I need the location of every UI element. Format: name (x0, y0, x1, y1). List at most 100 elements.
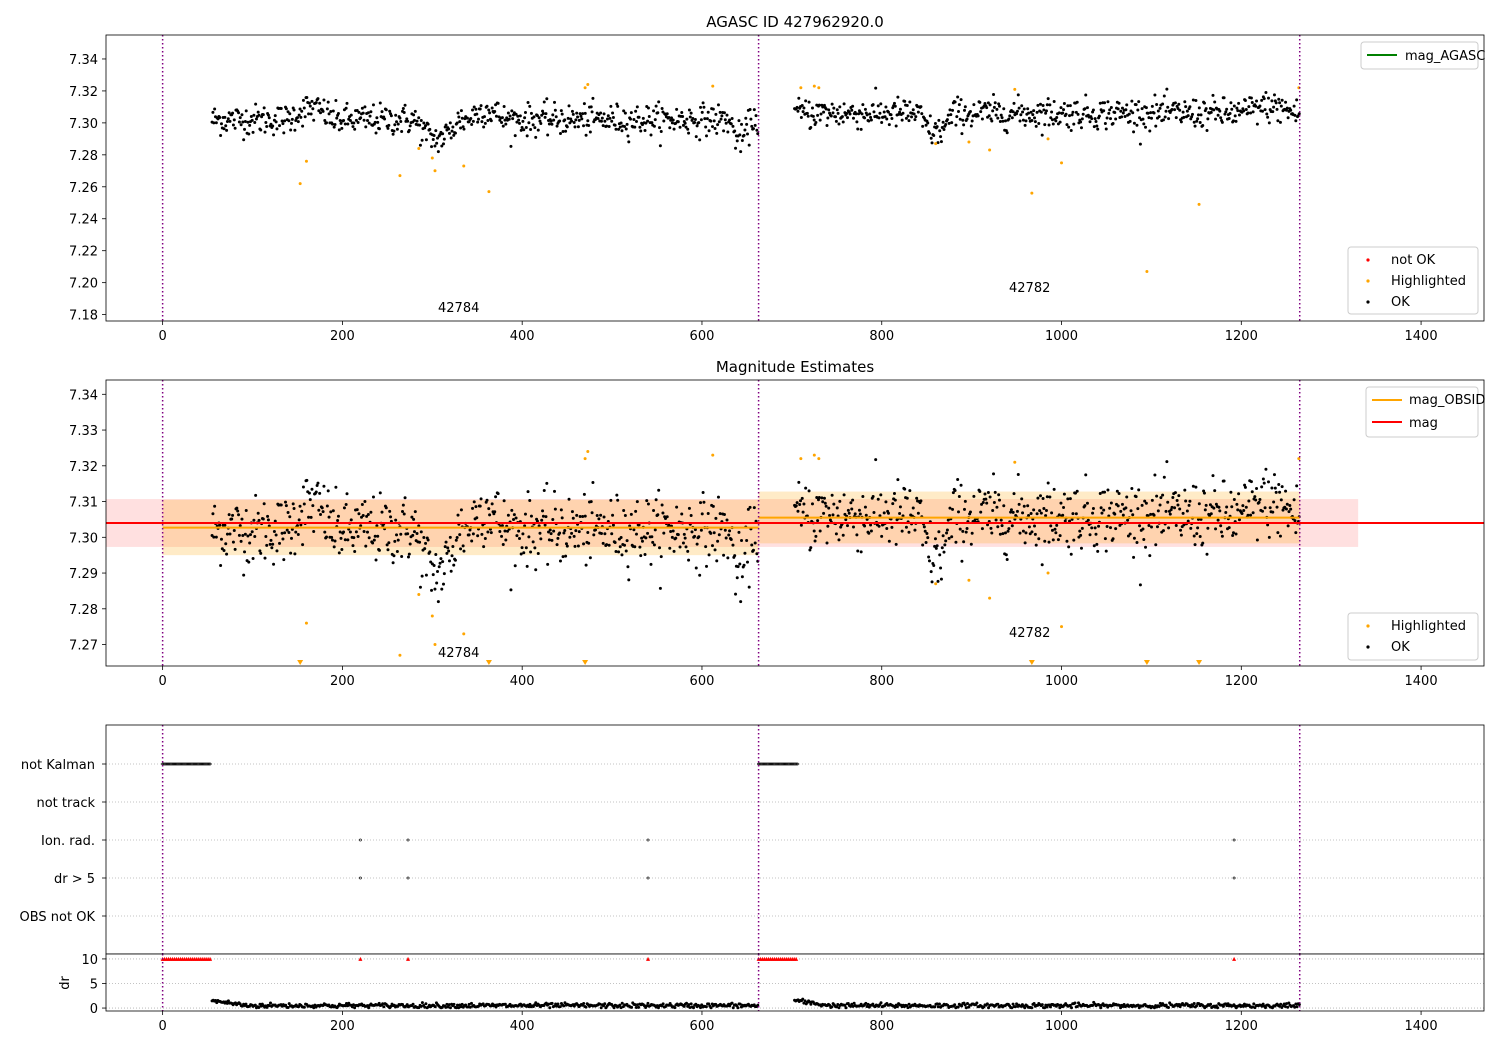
dr-point (699, 1006, 703, 1010)
ok-point (326, 100, 330, 104)
ok-point (237, 513, 241, 517)
ok-point (801, 110, 805, 114)
ok-point (824, 107, 828, 111)
ok-point (279, 106, 283, 110)
ok-point (923, 529, 927, 533)
ok-point (343, 122, 347, 126)
ok-point (353, 549, 357, 553)
ok-point (698, 138, 702, 142)
dr-point (937, 1002, 941, 1006)
ok-point (298, 107, 302, 111)
ok-point (1099, 108, 1103, 112)
ok-point (322, 484, 326, 488)
ok-point (1188, 105, 1192, 109)
ok-point (541, 111, 545, 115)
ok-point (705, 134, 709, 138)
ok-point (1249, 480, 1253, 484)
ok-point (1138, 116, 1142, 120)
ok-point (658, 126, 662, 130)
ok-point (582, 542, 586, 546)
ok-point (712, 531, 716, 535)
ok-point (1015, 112, 1019, 116)
dr-point (866, 1002, 870, 1006)
dr-point (1252, 1002, 1256, 1006)
dr-point (803, 999, 807, 1003)
dr-clipped-marker (208, 956, 213, 961)
ok-point (280, 531, 284, 535)
ok-point (972, 494, 976, 498)
ok-point (330, 122, 334, 126)
ok-point (1205, 128, 1209, 132)
ok-point (240, 517, 244, 521)
x-tick-label: 200 (330, 329, 355, 344)
ok-point (1140, 503, 1144, 507)
highlighted-point (586, 450, 590, 453)
ok-point (1218, 509, 1222, 513)
ok-point (989, 526, 993, 530)
ok-point (915, 496, 919, 500)
ok-point (669, 116, 673, 120)
ok-point (986, 491, 990, 495)
ok-point (273, 114, 277, 118)
ok-point (976, 114, 980, 118)
ok-point (400, 129, 404, 133)
ok-point (301, 98, 305, 102)
ok-point (436, 150, 440, 154)
ok-point (1018, 531, 1022, 535)
dr-point (1040, 1003, 1044, 1007)
ok-point (1206, 117, 1210, 121)
ok-point (317, 109, 321, 113)
y-tick-label: 7.30 (69, 531, 98, 546)
ok-point (1260, 485, 1264, 489)
dr-point (730, 1001, 734, 1005)
ok-point (384, 108, 388, 112)
ok-point (524, 546, 528, 550)
ok-point (1093, 526, 1097, 530)
ok-point (838, 499, 842, 503)
ok-point (992, 472, 996, 476)
ok-point (474, 107, 478, 111)
ok-point (261, 113, 265, 117)
ok-point (570, 531, 574, 535)
ok-point (1205, 552, 1209, 556)
ok-point (840, 115, 844, 119)
ok-point (729, 122, 733, 126)
dr-point (547, 1002, 551, 1006)
ok-point (1237, 518, 1241, 522)
ok-point (731, 124, 735, 128)
dr-point (468, 1005, 472, 1009)
ok-point (871, 103, 875, 107)
ok-point (936, 141, 940, 145)
x-tick-label: 1400 (1405, 674, 1438, 689)
ok-point (1258, 104, 1262, 108)
ok-point (391, 132, 395, 136)
ok-point (295, 524, 299, 528)
ok-point (750, 124, 754, 128)
ok-point (599, 119, 603, 123)
ok-point (1257, 500, 1261, 504)
ok-point (536, 128, 540, 132)
ok-point (1003, 531, 1007, 535)
highlighted-point (1046, 137, 1050, 141)
ok-point (701, 101, 705, 105)
ok-point (605, 117, 609, 121)
ok-point (879, 102, 883, 106)
ok-point (582, 124, 586, 128)
ok-point (901, 111, 905, 115)
ok-point (337, 128, 341, 132)
ok-point (287, 531, 291, 535)
ok-point (898, 107, 902, 111)
ok-point (232, 118, 236, 122)
ok-point (1247, 499, 1251, 503)
ok-point (1142, 122, 1146, 126)
ok-point (564, 554, 568, 558)
ok-point (941, 120, 945, 124)
ok-point (213, 504, 217, 508)
ok-point (988, 495, 992, 499)
ok-point (351, 544, 355, 548)
ok-point (1104, 127, 1108, 131)
ok-point (728, 529, 732, 533)
ok-point (1037, 122, 1041, 126)
ok-point (462, 549, 466, 553)
